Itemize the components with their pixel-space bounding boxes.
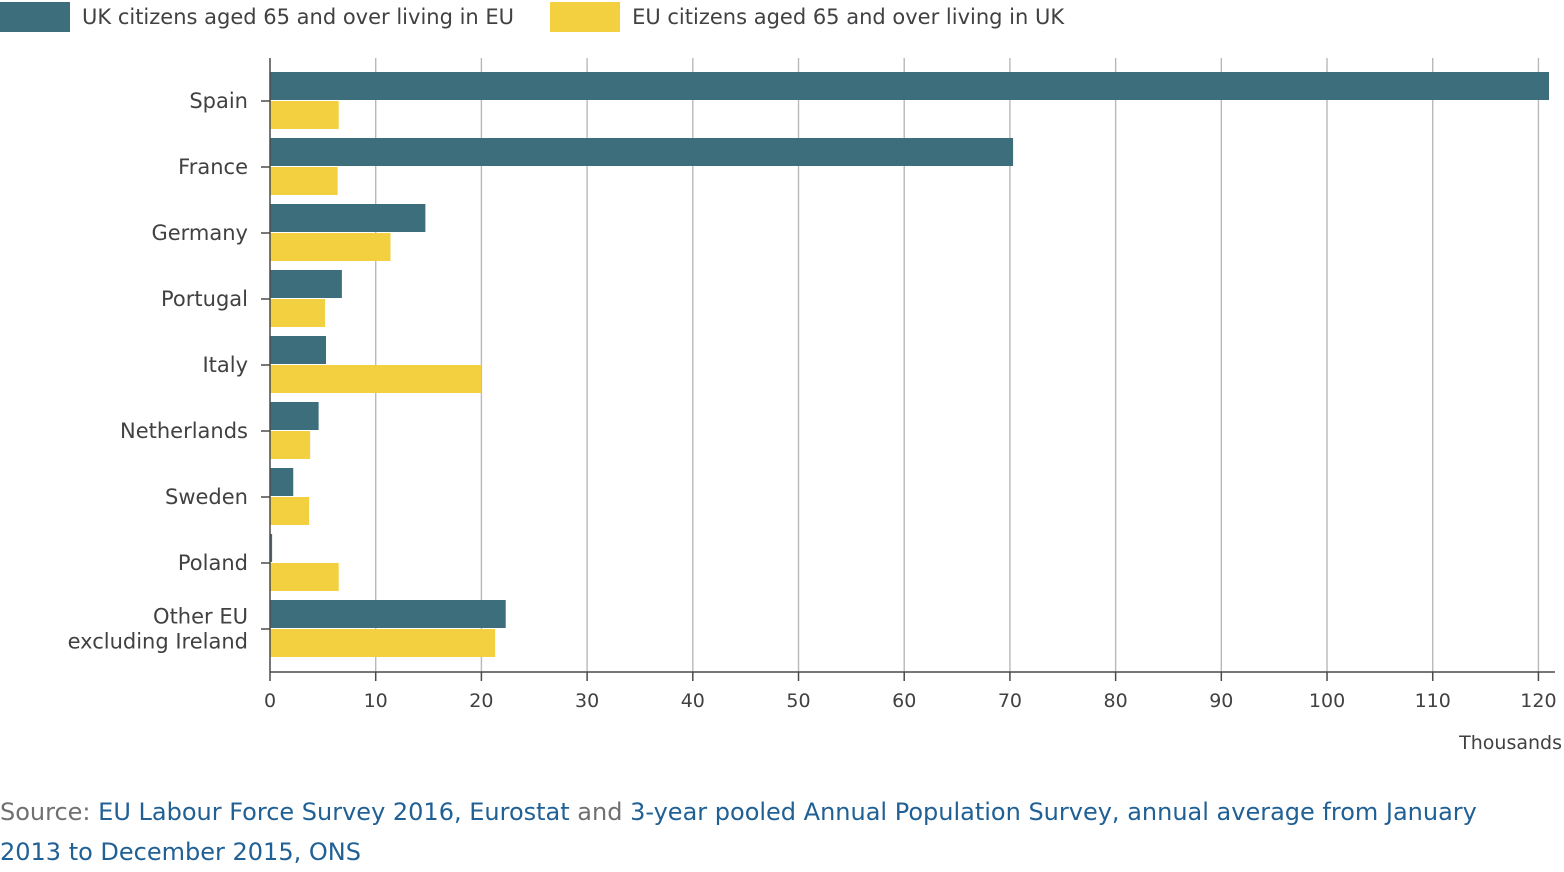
bar-eu-in-uk — [270, 233, 391, 261]
bar-uk-in-eu — [270, 600, 506, 628]
x-tick-label: 20 — [469, 690, 493, 712]
bar-eu-in-uk — [270, 365, 482, 393]
bar-uk-in-eu — [270, 138, 1014, 166]
bar-uk-in-eu — [270, 336, 327, 364]
legend-swatch-eu-citizens — [550, 2, 621, 32]
bar-uk-in-eu — [270, 204, 426, 232]
bar-eu-in-uk — [270, 299, 325, 327]
bar-uk-in-eu — [270, 402, 319, 430]
category-label: Netherlands — [120, 419, 248, 443]
category-label: Portugal — [161, 287, 248, 311]
category-label: excluding Ireland — [68, 630, 248, 654]
bar-uk-in-eu — [270, 72, 1549, 100]
bar-eu-in-uk — [270, 101, 339, 129]
chart-legend: UK citizens aged 65 and over living in E… — [0, 0, 1100, 34]
category-label: Spain — [189, 89, 248, 113]
x-tick-label: 0 — [264, 690, 276, 712]
source-conjunction: and — [569, 798, 631, 826]
legend-item-eu-citizens: EU citizens aged 65 and over living in U… — [550, 2, 1064, 32]
x-tick-label: 60 — [892, 690, 916, 712]
x-tick-label: 50 — [786, 690, 810, 712]
x-tick-label: 70 — [998, 690, 1022, 712]
bar-eu-in-uk — [270, 167, 338, 195]
category-label: Poland — [178, 551, 248, 575]
legend-swatch-uk-citizens — [0, 2, 70, 32]
category-label: France — [178, 155, 248, 179]
x-tick-label: 120 — [1520, 690, 1556, 712]
bar-chart: Spain France Germany Portugal Italy Netherlan… — [68, 58, 1562, 754]
source-prefix: Source: — [0, 798, 99, 826]
bar-eu-in-uk — [270, 497, 310, 525]
category-label: Germany — [151, 221, 248, 245]
bar-uk-in-eu — [270, 468, 294, 496]
x-tick-label: 110 — [1415, 690, 1451, 712]
x-tick-label: 30 — [575, 690, 599, 712]
category-label: Italy — [202, 353, 248, 377]
source-link-eurostat[interactable]: EU Labour Force Survey 2016, Eurostat — [98, 798, 570, 826]
bar-eu-in-uk — [270, 431, 311, 459]
legend-item-uk-citizens: UK citizens aged 65 and over living in E… — [0, 2, 514, 32]
bar-uk-in-eu — [270, 534, 273, 562]
x-tick-label: 100 — [1309, 690, 1345, 712]
x-tick-label: 40 — [681, 690, 705, 712]
source-link-ons[interactable]: 3-year pooled Annual Population Survey, … — [0, 798, 1477, 866]
x-tick-label: 10 — [364, 690, 388, 712]
bar-uk-in-eu — [270, 270, 342, 298]
category-label: Sweden — [165, 485, 248, 509]
x-tick-label: 90 — [1209, 690, 1233, 712]
bar-eu-in-uk — [270, 563, 339, 591]
legend-label-uk-citizens: UK citizens aged 65 and over living in E… — [82, 5, 515, 29]
bar-eu-in-uk — [270, 629, 496, 657]
x-axis-label: Thousands — [1458, 732, 1562, 754]
source-note: Source: EU Labour Force Survey 2016, Eur… — [0, 792, 1545, 872]
x-tick-label: 80 — [1104, 690, 1128, 712]
legend-label-eu-citizens: EU citizens aged 65 and over living in U… — [632, 5, 1065, 29]
category-label: Other EU — [153, 605, 248, 629]
